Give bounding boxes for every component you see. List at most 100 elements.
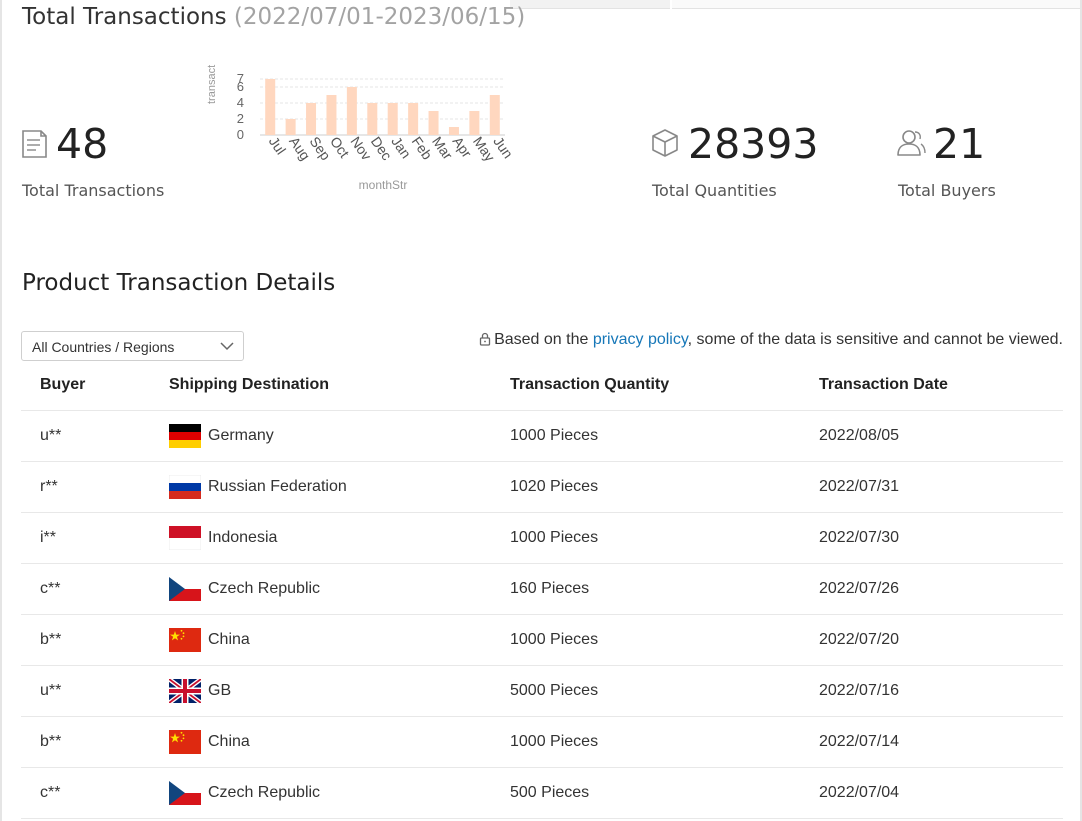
quantity-cell: 5000 Pieces (510, 666, 598, 716)
chart-y-axis-label: transact (206, 65, 218, 104)
total-transactions-value: 48 (56, 124, 108, 165)
table-row: b** China 1000 Pieces 2022/07/14 (21, 717, 1063, 768)
buyer-cell: c** (40, 564, 60, 614)
destination-name: China (208, 733, 250, 751)
destination-cell: Czech Republic (169, 768, 320, 818)
destination-cell: China (169, 717, 250, 767)
table-row: i** Indonesia 1000 Pieces 2022/07/30 (21, 513, 1063, 564)
table-row: b** China 1000 Pieces 2022/07/20 (21, 615, 1063, 666)
chart-y-tick-label: 0 (237, 127, 244, 142)
china-flag-icon (169, 730, 201, 754)
chart-bar (469, 111, 479, 135)
chart-y-tick-label: 7 (237, 71, 244, 86)
czech-flag-icon (169, 577, 201, 601)
quantity-cell: 160 Pieces (510, 564, 589, 614)
transactions-table: Buyer Shipping Destination Transaction Q… (21, 360, 1063, 819)
destination-name: GB (208, 682, 231, 700)
total-quantities-label: Total Quantities (652, 181, 777, 200)
frame-border-left (0, 0, 2, 821)
chart-bar (347, 87, 357, 135)
destination-cell: Czech Republic (169, 564, 320, 614)
monthly-transactions-chart: transact 0 2 4 6 7 Jul Aug Sep Oct Nov Dec Jan Feb Mar… (200, 52, 520, 197)
date-cell: 2022/07/30 (819, 513, 899, 563)
chart-x-tick-label: Mar (429, 134, 456, 163)
box-icon (650, 128, 680, 163)
quantity-cell: 1000 Pieces (510, 615, 598, 665)
quantity-cell: 1000 Pieces (510, 717, 598, 767)
chart-bar (408, 103, 418, 135)
total-buyers-label: Total Buyers (898, 181, 996, 200)
table-row: c** Czech Republic 160 Pieces 2022/07/26 (21, 564, 1063, 615)
chart-bar (286, 119, 296, 135)
privacy-notice: Based on the privacy policy, some of the… (479, 331, 1063, 351)
header-shipping-destination: Shipping Destination (169, 360, 329, 410)
country-region-select[interactable]: All Countries / Regions (21, 331, 244, 361)
privacy-suffix: , some of the data is sensitive and cann… (688, 331, 1063, 348)
date-cell: 2022/07/16 (819, 666, 899, 716)
page-title: Total Transactions (2022/07/01-2023/06/1… (22, 4, 525, 30)
chart-x-tick-label: Aug (286, 134, 313, 164)
buyer-cell: r** (40, 462, 58, 512)
destination-name: Czech Republic (208, 580, 320, 598)
quantity-cell: 1020 Pieces (510, 462, 598, 512)
chart-bar (449, 127, 459, 135)
date-cell: 2022/07/31 (819, 462, 899, 512)
date-cell: 2022/07/14 (819, 717, 899, 767)
chart-bar (265, 79, 275, 135)
chart-x-axis-label: monthStr (359, 178, 408, 192)
table-row: r** Russian Federation 1020 Pieces 2022/07/… (21, 462, 1063, 513)
chart-x-tick-label: Oct (327, 134, 353, 161)
top-tab-strip-right (672, 0, 1080, 9)
destination-name: Czech Republic (208, 784, 320, 802)
top-tab-strip (510, 0, 670, 9)
chart-bar (326, 95, 336, 135)
china-flag-icon (169, 628, 201, 652)
total-buyers-value: 21 (933, 124, 985, 165)
buyer-cell: u** (40, 411, 61, 461)
quantity-cell: 500 Pieces (510, 768, 589, 818)
date-range: (2022/07/01-2023/06/15) (234, 4, 525, 30)
users-icon (896, 129, 926, 162)
date-cell: 2022/07/04 (819, 768, 899, 818)
chart-bar (388, 103, 398, 135)
destination-cell: Indonesia (169, 513, 277, 563)
stat-total-buyers: 21 Total Buyers (896, 120, 1056, 210)
table-row: c** Czech Republic 500 Pieces 2022/07/04 (21, 768, 1063, 819)
uk-flag-icon (169, 679, 201, 703)
indonesia-flag-icon (169, 526, 201, 550)
header-buyer: Buyer (40, 360, 85, 410)
buyer-cell: u** (40, 666, 61, 716)
page-title-text: Total Transactions (22, 4, 227, 30)
date-cell: 2022/07/20 (819, 615, 899, 665)
chart-bar (429, 111, 439, 135)
quantity-cell: 1000 Pieces (510, 411, 598, 461)
destination-cell: Germany (169, 411, 274, 461)
destination-cell: GB (169, 666, 231, 716)
buyer-cell: b** (40, 615, 61, 665)
table-header: Buyer Shipping Destination Transaction Q… (21, 360, 1063, 411)
table-row: u** GB 5000 Pieces 2022/07/16 (21, 666, 1063, 717)
chevron-down-icon (219, 339, 235, 358)
destination-name: Russian Federation (208, 478, 347, 496)
buyer-cell: i** (40, 513, 56, 563)
header-transaction-quantity: Transaction Quantity (510, 360, 669, 410)
chart-x-tick-label: Apr (450, 134, 476, 161)
chart-y-tick-label: 4 (237, 95, 244, 110)
chart-bar (306, 103, 316, 135)
buyer-cell: b** (40, 717, 61, 767)
destination-cell: China (169, 615, 250, 665)
destination-name: Germany (208, 427, 274, 445)
chart-x-tick-label: Sep (307, 134, 335, 164)
chart-x-tick-label: Feb (409, 134, 436, 163)
destination-name: China (208, 631, 250, 649)
privacy-prefix: Based on the (494, 331, 593, 348)
header-transaction-date: Transaction Date (819, 360, 948, 410)
lock-icon (479, 332, 491, 351)
destination-name: Indonesia (208, 529, 277, 547)
section-title: Product Transaction Details (22, 270, 335, 296)
privacy-policy-link[interactable]: privacy policy (593, 331, 688, 348)
date-cell: 2022/07/26 (819, 564, 899, 614)
czech-flag-icon (169, 781, 201, 805)
date-cell: 2022/08/05 (819, 411, 899, 461)
